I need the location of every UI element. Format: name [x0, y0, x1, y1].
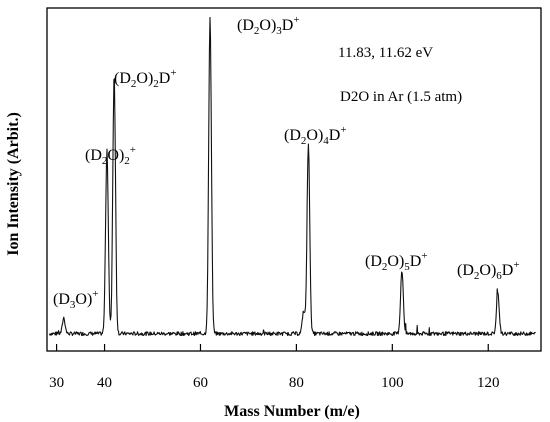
x-tick-label: 40 — [97, 375, 112, 391]
x-tick-label: 100 — [381, 375, 404, 391]
energy-annotation: 11.83, 11.62 eV — [338, 45, 433, 61]
peak-label: (D2O)2D+ — [114, 67, 177, 90]
peak-label: (D2O)4D+ — [284, 124, 347, 147]
y-axis-title: Ion Intensity (Arbit.) — [5, 112, 22, 256]
peak-label: (D2O)6D+ — [457, 259, 520, 282]
peak-label: (D2O)3D+ — [237, 14, 300, 37]
x-tick-label: 80 — [289, 375, 304, 391]
x-tick-label: 60 — [193, 375, 208, 391]
x-axis-ticks — [55, 344, 489, 351]
x-axis-tick-labels: 30 40 60 80 100 120 — [49, 375, 499, 391]
peak-labels: (D3O)+ (D2O)2+ (D2O)2D+ (D2O)3D+ (D2O)4D+ (D2… — [53, 14, 520, 311]
plot-frame — [46, 7, 542, 352]
x-axis-title: Mass Number (m/e) — [224, 403, 360, 420]
spectrum-line — [48, 16, 536, 337]
sample-annotation: D2O in Ar (1.5 atm) — [340, 89, 462, 105]
peak-label: (D2O)5D+ — [365, 250, 428, 273]
x-tick-label: 120 — [477, 375, 500, 391]
peak-label: (D2O)2+ — [85, 144, 136, 167]
x-tick-label: 30 — [49, 375, 64, 391]
peak-label: (D3O)+ — [53, 288, 99, 311]
